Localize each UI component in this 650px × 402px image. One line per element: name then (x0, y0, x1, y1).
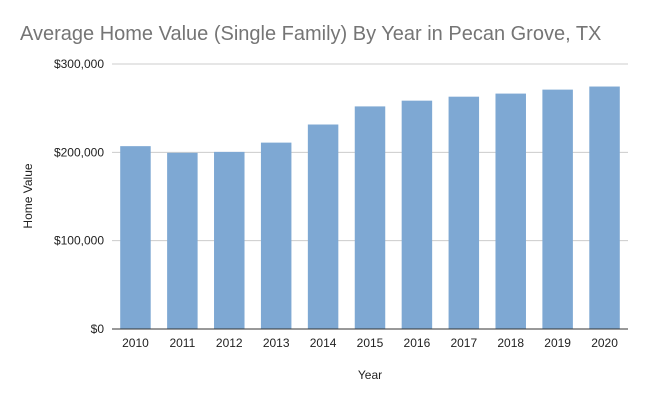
x-axis-ticks: 2010 2011 2012 2013 2014 2015 2016 2017 2018 2019… (122, 336, 618, 350)
bar-2015 (354, 106, 386, 330)
bar-2016 (401, 100, 433, 330)
bar-2020 (589, 86, 620, 330)
x-tick-label: 2019 (544, 336, 571, 350)
x-tick-label: 2010 (122, 336, 149, 350)
x-tick-label: 2012 (216, 336, 243, 350)
bar-2014 (307, 124, 339, 329)
y-tick-label: $0 (91, 322, 105, 336)
bar-2019 (542, 89, 573, 329)
x-tick-label: 2016 (404, 336, 431, 350)
bar-2017 (448, 96, 480, 329)
x-tick-label: 2015 (357, 336, 384, 350)
x-axis-title: Year (358, 368, 382, 382)
bars (120, 86, 620, 330)
bar-2012 (214, 151, 245, 329)
y-tick-label: $100,000 (54, 234, 104, 248)
y-axis-title: Home Value (21, 163, 35, 228)
x-tick-label: 2020 (591, 336, 618, 350)
bar-2010 (120, 146, 151, 329)
bar-2013 (260, 142, 292, 329)
y-axis-ticks: $0 $100,000 $200,000 $300,000 (54, 57, 104, 336)
x-tick-label: 2018 (497, 336, 524, 350)
x-tick-label: 2013 (263, 336, 290, 350)
x-tick-label: 2017 (450, 336, 477, 350)
y-tick-label: $200,000 (54, 145, 104, 159)
bar-2018 (495, 93, 526, 329)
chart-title: Average Home Value (Single Family) By Ye… (20, 23, 601, 45)
x-tick-label: 2014 (310, 336, 337, 350)
bar-2011 (167, 152, 198, 329)
y-tick-label: $300,000 (54, 57, 104, 71)
x-tick-label: 2011 (169, 336, 195, 350)
